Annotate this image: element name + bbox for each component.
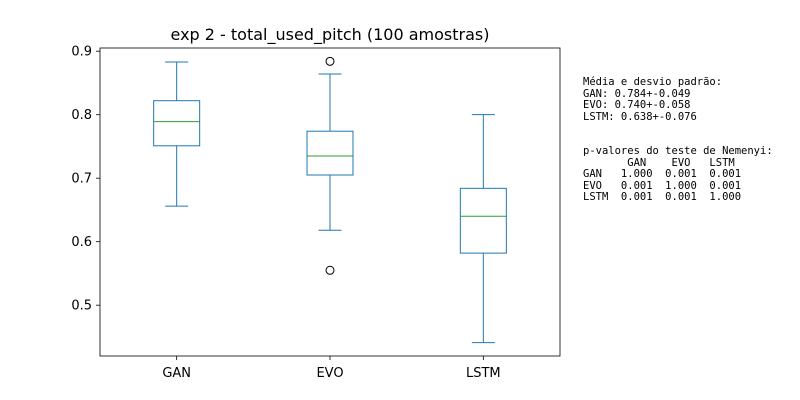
nemenyi-annotation: p-valores do teste de Nemenyi: GAN EVO L…	[583, 145, 773, 204]
annotation-line: GAN EVO LSTM	[583, 156, 735, 169]
annotation-line: LSTM: 0.638+-0.076	[583, 110, 697, 123]
outlier-point-evo	[325, 56, 335, 66]
x-tick-label: GAN	[162, 366, 191, 381]
annotation-line: GAN: 0.784+-0.049	[583, 87, 691, 100]
chart-title: exp 2 - total_used_pitch (100 amostras)	[171, 25, 490, 45]
iqr-box-gan	[153, 100, 201, 147]
iqr-box-evo	[306, 130, 354, 176]
y-tick-label: 0.8	[71, 108, 92, 123]
x-tick-label: EVO	[316, 366, 343, 381]
plot-area: 0.5 0.6 0.7 0.8 0.9 GAN EVO LSTM	[71, 45, 561, 381]
annotation-line: Média e desvio padrão:	[583, 76, 723, 88]
annotation-line: p-valores do teste de Nemenyi:	[583, 145, 773, 157]
annotation-line: EVO 0.001 1.000 0.001	[583, 179, 742, 192]
annotation-line: GAN 1.000 0.001 0.001	[583, 168, 742, 180]
box-evo	[306, 56, 354, 275]
x-tick-label: LSTM	[466, 366, 501, 381]
iqr-box-lstm	[459, 187, 507, 254]
annotation-line: EVO: 0.740+-0.058	[583, 99, 691, 111]
y-tick-label: 0.9	[71, 45, 92, 60]
annotation-line: LSTM 0.001 0.001 1.000	[583, 191, 742, 203]
stats-annotation: Média e desvio padrão: GAN: 0.784+-0.049 E…	[583, 76, 723, 123]
box-gan	[153, 61, 201, 207]
y-tick-label: 0.6	[71, 235, 92, 250]
outlier-point-evo	[325, 265, 335, 275]
y-tick-label: 0.7	[71, 172, 92, 187]
box-lstm	[459, 114, 507, 344]
y-tick-label: 0.5	[71, 299, 92, 314]
